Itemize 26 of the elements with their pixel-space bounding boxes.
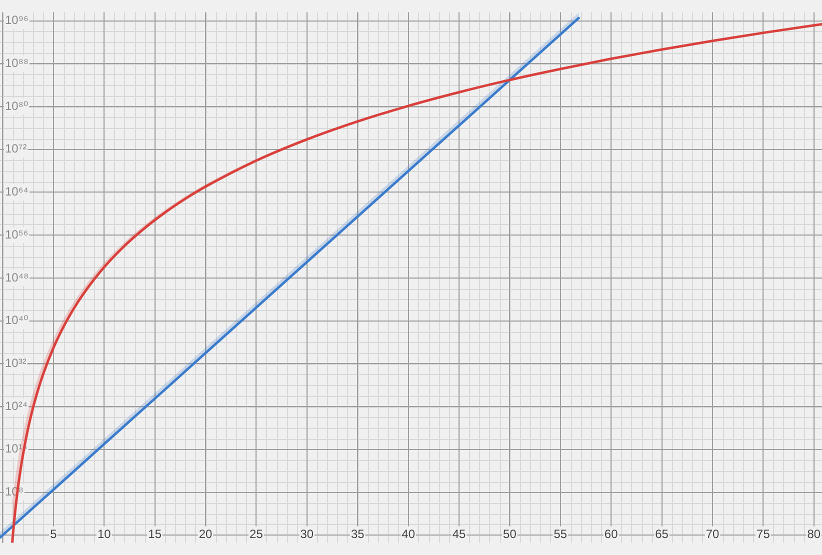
y-tick-label: 10⁶⁴ [5,184,28,199]
x-tick-label: 10 [97,526,112,541]
x-tick-label: 25 [250,526,264,541]
x-tick-label: 65 [655,526,669,541]
x-tick-label: 45 [452,526,466,541]
y-tick-label: 10⁸⁸ [5,56,28,70]
x-tick-label: 75 [756,526,770,541]
y-tick-label: 10⁵⁶ [5,227,28,242]
x-tick-label: 5 [50,526,58,541]
x-tick-label: 60 [604,526,618,541]
x-tick-label: 55 [554,526,568,541]
x-tick-label: 35 [350,526,365,541]
x-tick-label: 30 [300,526,314,541]
y-tick-label: 10⁴⁰ [5,313,29,328]
x-tick-label: 15 [148,526,162,541]
x-tick-label: 50 [503,526,517,541]
y-tick-label: 10⁸⁰ [5,98,28,113]
x-tick-label: 70 [706,526,720,541]
y-tick-label: 10³² [5,356,26,370]
y-tick-label: 10⁴⁸ [5,270,29,284]
x-tick-label: 40 [402,526,416,541]
y-tick-label: 10²⁴ [5,398,28,413]
y-tick-label: 10⁷² [5,142,27,156]
y-tick-label: 10⁹⁶ [5,13,28,28]
x-tick-label: 20 [198,526,213,541]
x-tick-label: 80 [807,526,821,541]
